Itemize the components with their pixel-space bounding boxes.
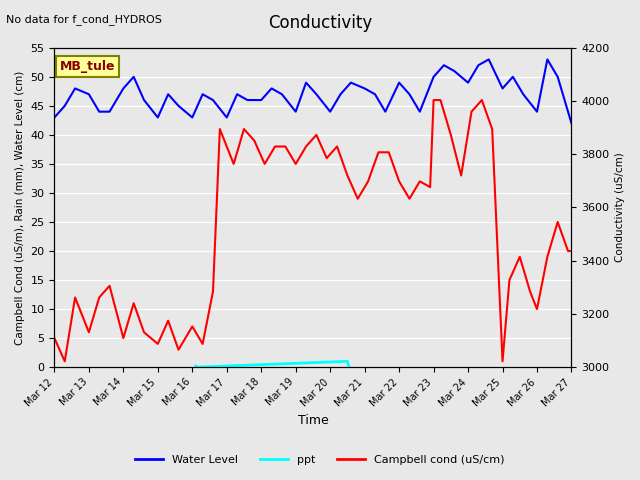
Line: ppt: ppt <box>196 361 349 367</box>
Water Level <box>164 91 172 97</box>
Water Level <box>464 80 472 85</box>
Water Level <box>568 120 575 126</box>
Water Level <box>61 103 68 109</box>
Water Level <box>326 109 334 115</box>
Water Level <box>499 85 506 91</box>
Water Level <box>533 109 541 115</box>
Water Level <box>292 109 300 115</box>
Campbell cond (uS/cm) <box>51 335 58 341</box>
Campbell cond (uS/cm) <box>396 179 403 184</box>
Water Level <box>278 91 285 97</box>
ppt <box>346 364 353 370</box>
Water Level <box>520 91 527 97</box>
Water Level <box>140 97 148 103</box>
Y-axis label: Conductivity (uS/cm): Conductivity (uS/cm) <box>615 153 625 263</box>
Water Level <box>175 103 182 109</box>
Campbell cond (uS/cm) <box>416 179 424 184</box>
Water Level <box>233 91 241 97</box>
Water Level <box>244 97 252 103</box>
Water Level <box>361 85 369 91</box>
Water Level <box>51 115 58 120</box>
X-axis label: Time: Time <box>298 414 328 427</box>
Campbell cond (uS/cm) <box>323 155 331 161</box>
Campbell cond (uS/cm) <box>106 283 113 288</box>
Water Level <box>451 68 458 74</box>
Text: MB_tule: MB_tule <box>60 60 115 73</box>
Campbell cond (uS/cm) <box>575 248 582 254</box>
Water Level <box>106 109 113 115</box>
Water Level <box>347 80 355 85</box>
Campbell cond (uS/cm) <box>261 161 269 167</box>
Water Level <box>429 74 437 80</box>
Water Level <box>85 91 93 97</box>
Water Level <box>257 97 265 103</box>
Text: No data for f_cond_HYDROS: No data for f_cond_HYDROS <box>6 14 163 25</box>
Water Level <box>71 85 79 91</box>
Water Level <box>371 91 379 97</box>
Line: Water Level: Water Level <box>54 60 572 123</box>
Water Level <box>509 74 516 80</box>
Campbell cond (uS/cm) <box>354 196 362 202</box>
Water Level <box>302 80 310 85</box>
Water Level <box>312 91 320 97</box>
ppt <box>344 359 351 364</box>
Campbell cond (uS/cm) <box>61 359 68 364</box>
Water Level <box>416 109 424 115</box>
Water Level <box>485 57 493 62</box>
ppt <box>192 363 200 369</box>
Water Level <box>554 74 561 80</box>
Water Level <box>406 91 413 97</box>
Water Level <box>440 62 448 68</box>
Text: Conductivity: Conductivity <box>268 14 372 33</box>
Water Level <box>543 57 551 62</box>
Water Level <box>154 115 162 120</box>
Water Level <box>95 109 103 115</box>
Water Level <box>381 109 389 115</box>
Water Level <box>223 115 230 120</box>
Water Level <box>268 85 275 91</box>
ppt <box>194 364 202 370</box>
Water Level <box>209 97 217 103</box>
Water Level <box>474 62 482 68</box>
Campbell cond (uS/cm) <box>429 97 437 103</box>
Water Level <box>199 91 207 97</box>
Water Level <box>396 80 403 85</box>
Line: Campbell cond (uS/cm): Campbell cond (uS/cm) <box>54 100 579 361</box>
Water Level <box>130 74 138 80</box>
Water Level <box>188 115 196 120</box>
Legend: Water Level, ppt, Campbell cond (uS/cm): Water Level, ppt, Campbell cond (uS/cm) <box>131 451 509 469</box>
Water Level <box>120 85 127 91</box>
Y-axis label: Campbell Cond (uS/m), Rain (mm), Water Level (cm): Campbell Cond (uS/m), Rain (mm), Water L… <box>15 71 25 345</box>
Water Level <box>337 91 344 97</box>
